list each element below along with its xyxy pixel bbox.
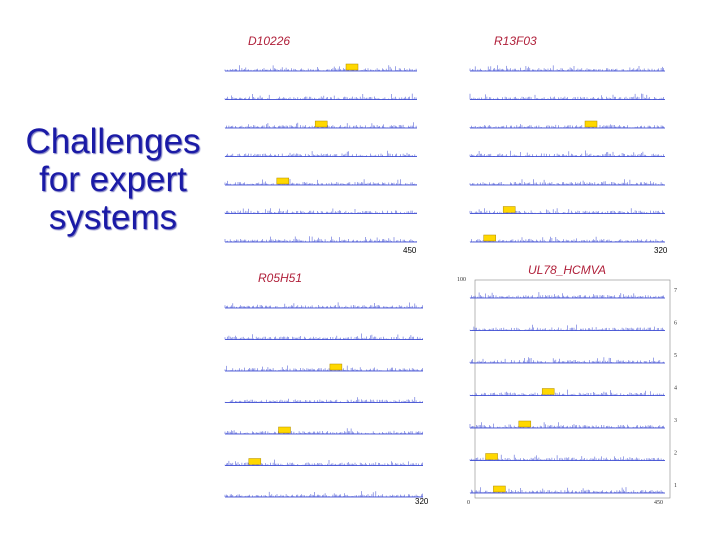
alignment-panel-ul78-hcmva: 7 6 5 4 3 2 1 bbox=[469, 279, 677, 499]
alignment-track bbox=[469, 93, 665, 100]
title-line-1: Challenges bbox=[25, 122, 201, 161]
alignment-track bbox=[224, 120, 417, 129]
alignment-highlight bbox=[248, 458, 262, 465]
alignment-track bbox=[224, 458, 423, 466]
alignment-track bbox=[469, 357, 665, 364]
alignment-track bbox=[469, 150, 665, 157]
alignment-track bbox=[469, 179, 665, 186]
panel-length-r13f03: 320 bbox=[654, 246, 668, 255]
row-number-label: 5 bbox=[674, 353, 677, 359]
title-line-2: for expert bbox=[39, 160, 187, 199]
axis-end-label: 450 bbox=[654, 500, 663, 506]
alignment-track bbox=[224, 426, 423, 435]
panel-label-ul78-hcmva: UL78_HCMVA bbox=[528, 263, 607, 277]
slide-title: Challenges for expert systems bbox=[8, 123, 218, 237]
alignment-track bbox=[469, 206, 665, 214]
alignment-track bbox=[469, 420, 665, 429]
alignment-track bbox=[469, 388, 665, 396]
row-number-label: 6 bbox=[674, 321, 677, 327]
alignment-highlight bbox=[584, 120, 598, 128]
panel-frame bbox=[474, 279, 671, 499]
alignment-track bbox=[469, 485, 665, 494]
alignment-track bbox=[469, 65, 665, 72]
alignment-track bbox=[224, 150, 417, 157]
alignment-highlight bbox=[483, 234, 496, 242]
alignment-track bbox=[469, 234, 665, 243]
alignment-highlight bbox=[276, 177, 290, 185]
alignment-track bbox=[469, 453, 665, 461]
row-number-label: 4 bbox=[674, 386, 677, 392]
alignment-panel-r05h51 bbox=[224, 302, 423, 498]
alignment-highlight bbox=[502, 206, 516, 213]
alignment-highlight bbox=[345, 63, 359, 71]
alignment-track bbox=[224, 491, 423, 498]
axis-start-label: 0 bbox=[467, 500, 470, 506]
alignment-track bbox=[224, 208, 417, 214]
title-line-3: systems bbox=[48, 198, 178, 237]
alignment-highlight bbox=[485, 453, 498, 460]
alignment-track bbox=[224, 397, 423, 403]
alignment-panel-d10226 bbox=[224, 63, 417, 243]
panel-length-d10226: 450 bbox=[403, 246, 417, 255]
alignment-highlight bbox=[541, 388, 555, 395]
alignment-track bbox=[224, 333, 423, 340]
row-number-label: 1 bbox=[674, 483, 677, 489]
alignment-track bbox=[224, 302, 423, 309]
alignment-highlight bbox=[278, 426, 291, 434]
alignment-highlight bbox=[314, 120, 328, 128]
alignment-highlight bbox=[329, 363, 343, 371]
panel-left-label: 100 bbox=[457, 277, 466, 283]
alignment-track bbox=[224, 177, 417, 186]
alignment-track bbox=[224, 93, 417, 100]
row-number-label: 2 bbox=[674, 451, 677, 457]
alignment-panel-r13f03 bbox=[469, 65, 665, 243]
alignment-track bbox=[224, 363, 423, 372]
alignment-track bbox=[469, 292, 665, 299]
alignment-track bbox=[224, 236, 417, 243]
alignment-track bbox=[469, 120, 665, 129]
alignment-track bbox=[224, 63, 417, 72]
panel-label-d10226: D10226 bbox=[248, 34, 291, 48]
panel-label-r13f03: R13F03 bbox=[494, 34, 537, 48]
panel-label-r05h51: R05H51 bbox=[258, 271, 303, 285]
alignment-track bbox=[469, 324, 665, 331]
panel-length-r05h51: 320 bbox=[415, 497, 429, 506]
alignment-highlight bbox=[518, 420, 532, 428]
row-number-label: 3 bbox=[674, 418, 677, 424]
alignment-highlight bbox=[493, 485, 506, 493]
row-number-label: 7 bbox=[674, 288, 677, 294]
